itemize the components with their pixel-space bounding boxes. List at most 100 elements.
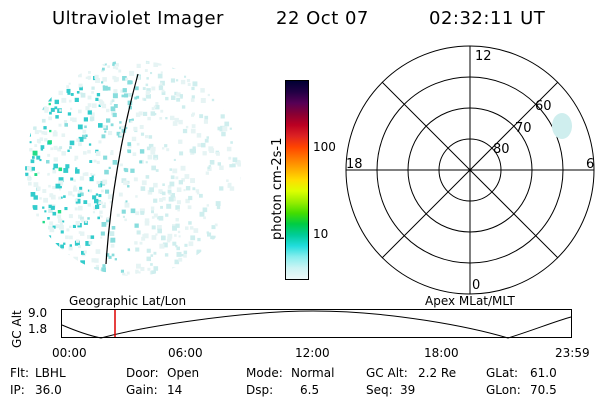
image-pixel [200, 98, 206, 103]
image-pixel [131, 118, 134, 121]
image-pixel [113, 176, 116, 179]
image-pixel [102, 67, 105, 71]
image-pixel [141, 180, 147, 186]
image-pixel [230, 141, 233, 144]
image-pixel [93, 159, 97, 163]
image-pixel [67, 112, 72, 116]
image-pixel [206, 204, 209, 207]
image-pixel [143, 233, 149, 239]
image-pixel [181, 105, 186, 109]
image-pixel [170, 78, 176, 83]
image-pixel [217, 126, 222, 131]
image-pixel [89, 160, 93, 163]
image-pixel [28, 73, 33, 79]
image-pixel [53, 163, 58, 169]
image-pixel [115, 67, 119, 70]
image-pixel [53, 145, 58, 150]
image-pixel [78, 136, 84, 142]
image-pixel [150, 72, 153, 75]
image-pixel [27, 177, 30, 180]
image-pixel [76, 91, 80, 94]
image-pixel [77, 193, 82, 198]
image-pixel [219, 267, 225, 272]
image-pixel [159, 198, 163, 202]
image-pixel [96, 160, 100, 164]
image-pixel [207, 232, 212, 237]
image-pixel [240, 176, 241, 181]
image-pixel [122, 88, 127, 93]
image-pixel [216, 205, 221, 210]
image-pixel [61, 97, 67, 103]
image-pixel [98, 104, 101, 107]
image-pixel [118, 192, 123, 197]
image-pixel [237, 233, 241, 238]
image-pixel [206, 136, 209, 139]
image-pixel [169, 168, 173, 171]
image-pixel [237, 160, 241, 166]
image-pixel [49, 221, 54, 226]
image-pixel [168, 196, 174, 202]
image-pixel [63, 120, 68, 124]
image-pixel [36, 213, 39, 217]
image-pixel [127, 248, 130, 251]
image-pixel [222, 126, 228, 132]
image-pixel [111, 226, 116, 230]
image-pixel [47, 257, 52, 262]
image-pixel [172, 168, 178, 174]
image-pixel [66, 61, 69, 64]
info-ip-value: 36.0 [35, 383, 62, 397]
timeline-left-title: Geographic Lat/Lon [69, 294, 187, 308]
image-pixel [183, 250, 188, 255]
image-pixel [144, 69, 148, 72]
image-pixel [139, 160, 143, 164]
image-pixel [161, 235, 165, 240]
image-pixel [36, 186, 41, 191]
image-pixel [102, 85, 105, 88]
timeline-ytick-bottom: 1.8 [28, 322, 48, 336]
image-pixel [72, 224, 76, 228]
image-pixel [112, 63, 115, 66]
image-pixel [44, 85, 49, 90]
image-pixel [32, 156, 35, 159]
image-pixel [42, 189, 47, 193]
image-pixel [230, 258, 235, 262]
image-pixel [45, 85, 49, 89]
image-pixel [172, 241, 177, 246]
image-pixel [151, 165, 156, 171]
image-pixel [229, 186, 235, 191]
image-pixel [115, 63, 119, 67]
image-pixel [175, 205, 180, 210]
image-pixel [106, 108, 110, 113]
image-pixel [150, 254, 154, 257]
image-pixel [184, 174, 190, 179]
image-pixel [110, 123, 114, 127]
timeline-xtick-1: 06:00 [168, 346, 203, 360]
image-pixel [204, 138, 209, 143]
image-pixel [87, 103, 92, 107]
image-pixel [199, 211, 205, 217]
image-pixel [25, 67, 29, 71]
image-pixel [200, 88, 205, 93]
info-ip-key: IP: [10, 383, 25, 397]
image-pixel [103, 202, 106, 205]
image-pixel [47, 97, 52, 102]
image-pixel [26, 257, 31, 262]
image-pixel [81, 250, 85, 255]
info-flt-key: Flt: [10, 366, 29, 380]
image-pixel [235, 244, 240, 249]
image-pixel [31, 115, 35, 119]
image-pixel [155, 105, 160, 110]
image-pixel [167, 185, 172, 189]
image-pixel [28, 106, 34, 112]
image-pixel [79, 86, 83, 91]
image-pixel [69, 140, 75, 146]
image-pixel [43, 126, 47, 130]
timeline-xtick-3: 18:00 [424, 346, 459, 360]
image-pixel [160, 71, 163, 74]
image-pixel [78, 214, 82, 219]
image-pixel [124, 201, 127, 205]
image-pixel [95, 193, 99, 196]
image-pixel [209, 160, 215, 165]
image-pixel [74, 198, 78, 202]
image-pixel [43, 83, 48, 88]
